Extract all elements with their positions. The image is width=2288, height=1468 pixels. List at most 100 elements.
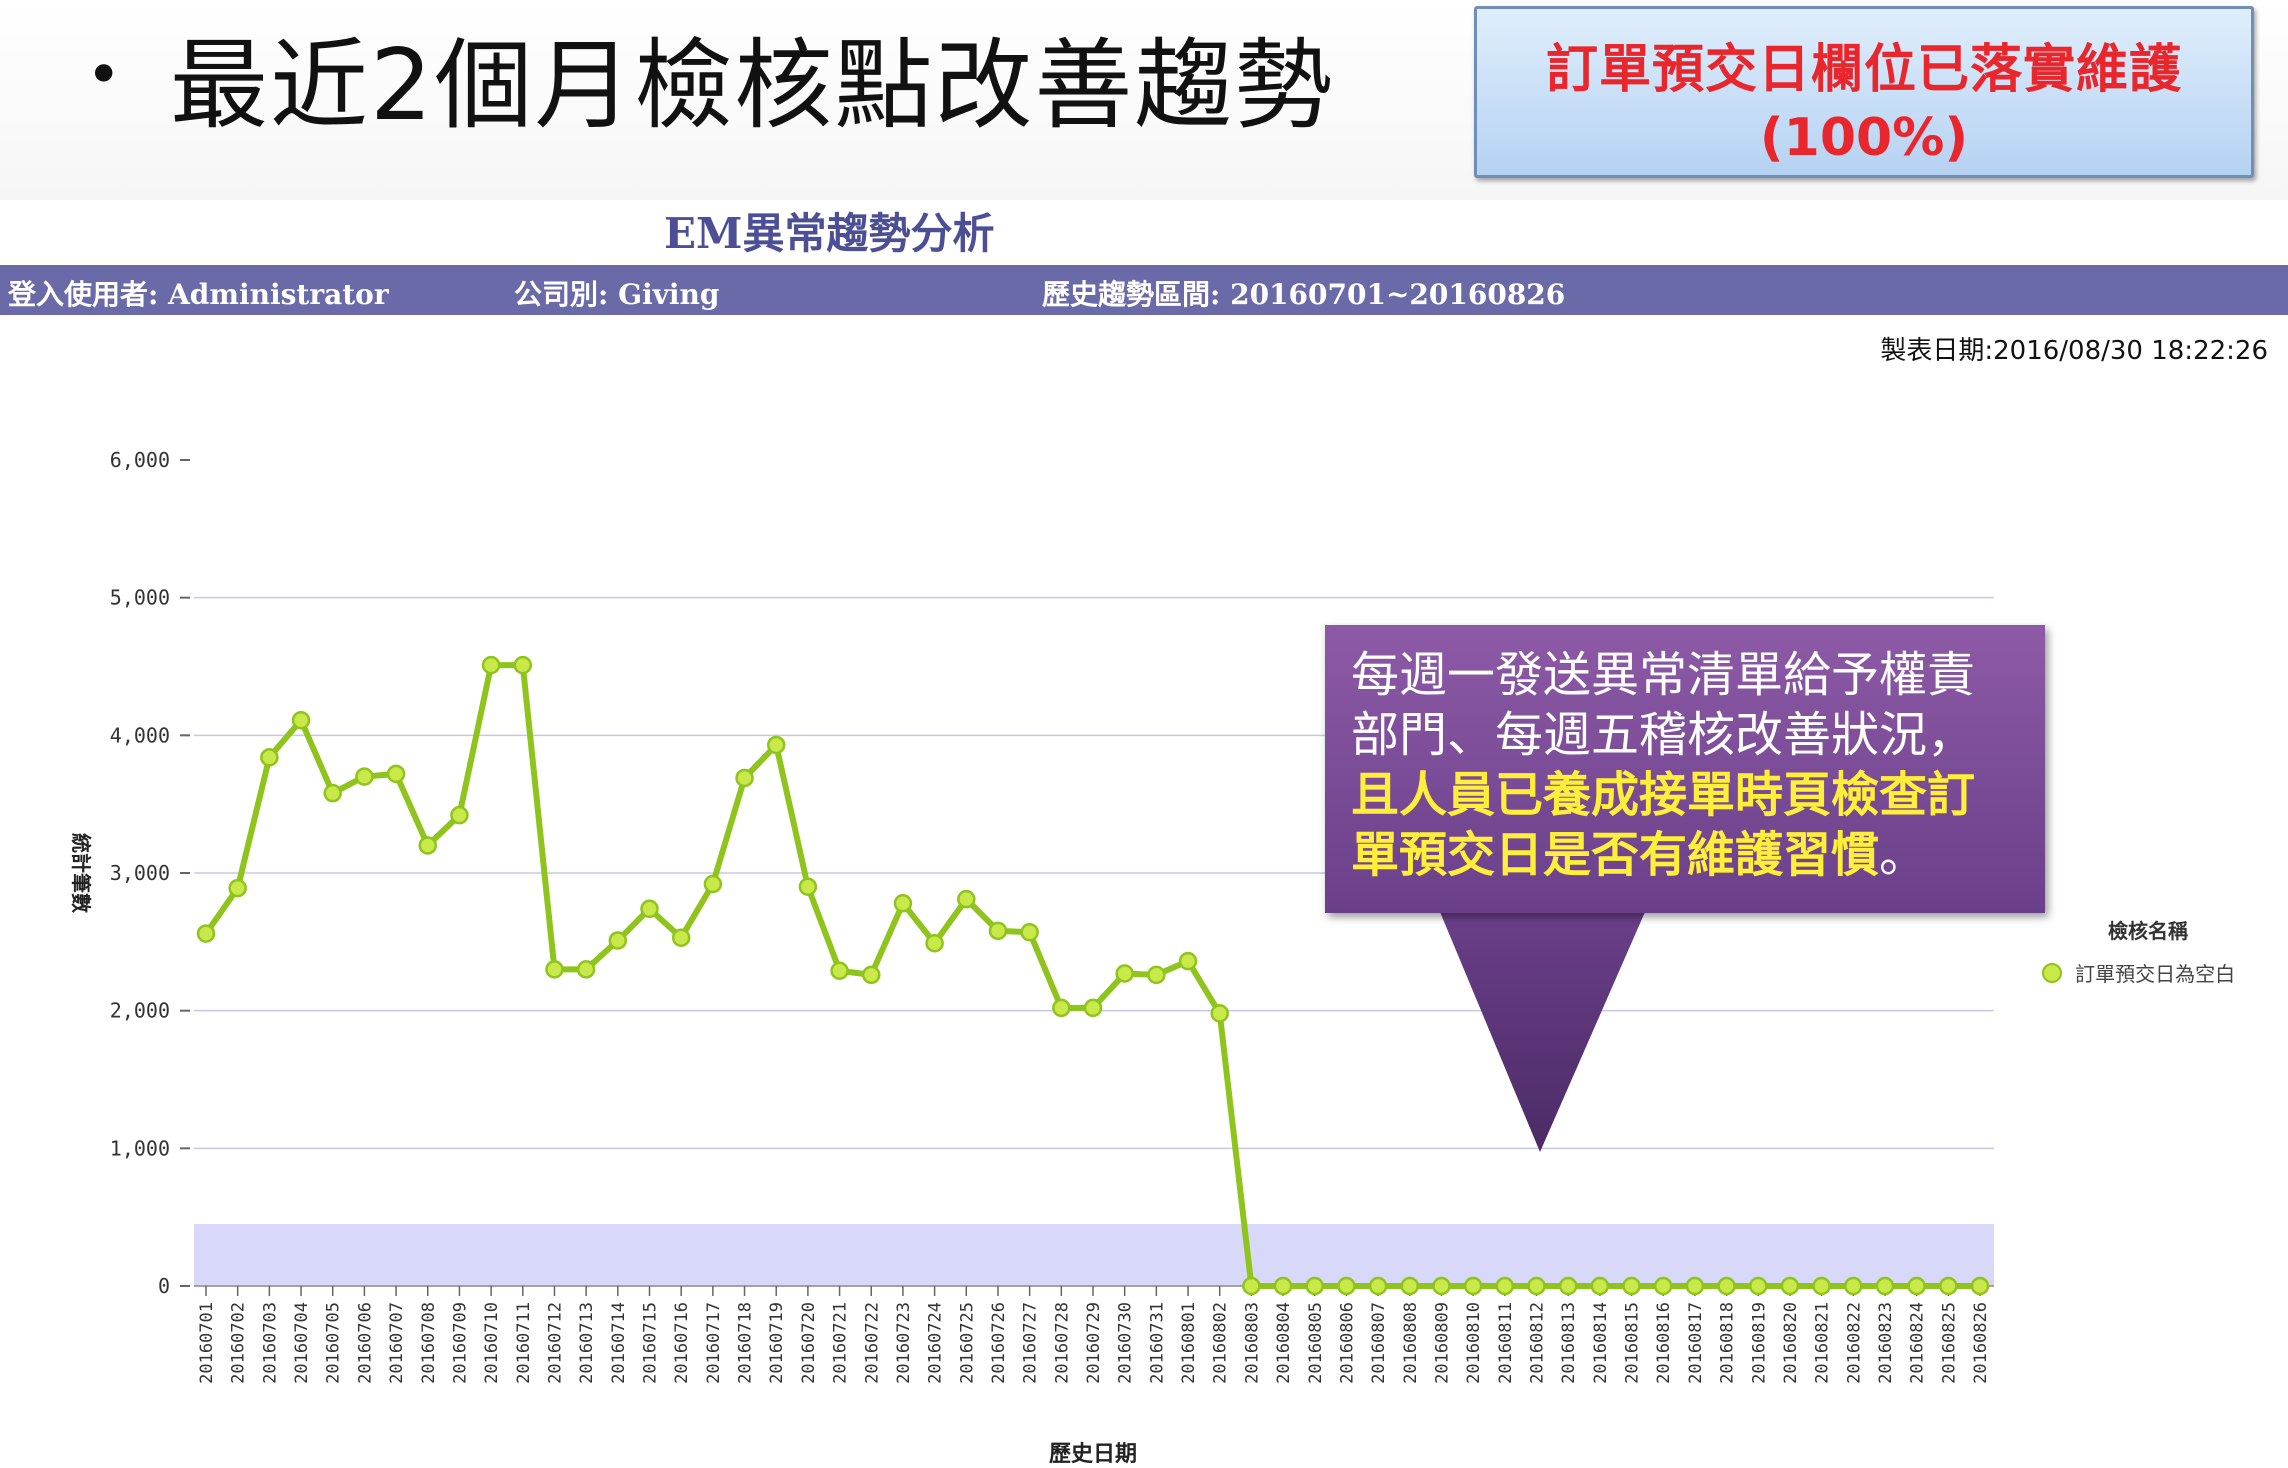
data-point (1463, 1276, 1483, 1296)
data-point (1622, 1276, 1641, 1296)
data-point (640, 899, 659, 919)
x-tick-label: 20160817 (1686, 1302, 1706, 1384)
data-point (260, 748, 279, 767)
x-tick-label: 20160816 (1654, 1302, 1674, 1384)
data-point (1368, 1276, 1388, 1296)
x-tick-label: 20160709 (450, 1302, 470, 1384)
x-tick-label: 20160712 (545, 1302, 565, 1384)
y-tick-label: 1,000 (110, 1136, 170, 1160)
x-tick-label: 20160822 (1844, 1302, 1864, 1384)
data-point (1052, 998, 1071, 1018)
x-tick-label: 20160814 (1591, 1302, 1611, 1384)
data-point (1242, 1276, 1261, 1296)
annotation-highlight: 單預交日是否有維護習慣 (1351, 827, 1880, 883)
data-point (862, 965, 881, 985)
data-point (1780, 1276, 1800, 1296)
y-tick-label: 6,000 (110, 448, 170, 472)
y-tick-label: 5,000 (110, 586, 170, 610)
data-point (1558, 1276, 1578, 1296)
x-tick-label: 20160714 (609, 1302, 629, 1384)
trend-chart: 0 1,000 2,000 3,000 4,000 5,000 6,000 20160701 2… (69, 448, 1994, 1467)
data-point (1812, 1276, 1831, 1296)
slide-title: 最近2個月檢核點改善趨勢 (170, 29, 1335, 143)
history-range: 歷史趨勢區間: 20160701~20160826 (1042, 278, 1566, 311)
x-tick-label: 20160710 (482, 1302, 502, 1384)
data-point (545, 960, 564, 979)
x-tick-label: 20160801 (1179, 1302, 1199, 1384)
x-tick-label: 20160720 (799, 1302, 819, 1384)
data-point (450, 805, 469, 825)
x-tick-label: 20160810 (1464, 1302, 1484, 1384)
data-point (1495, 1276, 1515, 1296)
x-tick-label: 20160722 (862, 1302, 882, 1384)
data-point (1432, 1276, 1451, 1296)
x-tick-label: 20160707 (387, 1302, 407, 1384)
x-tick-label: 20160802 (1211, 1302, 1231, 1384)
x-tick-label: 20160715 (641, 1302, 661, 1384)
data-point (798, 877, 818, 897)
y-tick-label: 2,000 (110, 999, 170, 1023)
data-point (1273, 1276, 1293, 1296)
status-callout-text: 訂單預交日欄位已落實維護 (1545, 40, 2182, 100)
y-axis-title: 統計筆數 (69, 833, 93, 913)
y-tick-label: 4,000 (110, 723, 170, 747)
data-point (1653, 1276, 1673, 1296)
x-tick-label: 20160716 (672, 1302, 692, 1384)
x-tick-label: 20160702 (229, 1302, 249, 1384)
bullet: • (86, 40, 122, 110)
data-point (228, 878, 247, 898)
data-point (1844, 1276, 1863, 1296)
data-point (1115, 964, 1134, 983)
status-callout-percent: (100%) (1759, 108, 1969, 168)
data-point (1147, 965, 1166, 985)
legend-label: 訂單預交日為空白 (2075, 962, 2236, 986)
y-tick-label: 0 (158, 1274, 170, 1298)
annotation-highlight: 且人員已養成接單時頁檢查訂 (1351, 767, 1976, 823)
data-point (1875, 1276, 1895, 1296)
data-point (355, 767, 374, 786)
x-tick-label: 20160703 (260, 1302, 280, 1384)
data-point (481, 655, 501, 675)
x-tick-label: 20160807 (1369, 1302, 1389, 1384)
x-tick-label: 20160823 (1876, 1302, 1896, 1384)
x-tick-label: 20160809 (1432, 1302, 1452, 1384)
annotation-line: 部門、每週五稽核改善狀況， (1351, 707, 1976, 763)
x-tick-label: 20160719 (767, 1302, 787, 1384)
x-tick-label: 20160701 (197, 1302, 217, 1384)
x-tick-label: 20160708 (419, 1302, 439, 1384)
x-tick-label: 20160806 (1337, 1302, 1357, 1384)
x-tick-label: 20160726 (989, 1302, 1009, 1384)
x-tick-label: 20160704 (292, 1302, 312, 1384)
x-axis-title: 歷史日期 (1049, 1442, 1137, 1467)
slide-header: • 最近2個月檢核點改善趨勢 訂單預交日欄位已落實維護 (100%) (0, 0, 2288, 200)
x-tick-label: 20160723 (894, 1302, 914, 1384)
data-point (1305, 1276, 1324, 1296)
annotation-line: 每週一發送異常清單給予權責 (1351, 647, 1976, 703)
data-point (1178, 951, 1198, 971)
x-tick-label: 20160705 (324, 1302, 344, 1384)
x-tick-label: 20160711 (514, 1302, 534, 1384)
annotation-period: 。 (1879, 827, 1928, 883)
data-point (671, 928, 691, 947)
data-point (1970, 1276, 1990, 1296)
chart-band (194, 1224, 1994, 1286)
x-tick-label: 20160727 (1021, 1302, 1041, 1384)
annotation-pointer (1440, 912, 1645, 1152)
legend-marker (2042, 962, 2062, 983)
legend-item: 訂單預交日為空白 (2042, 958, 2235, 987)
data-point (291, 710, 311, 730)
data-point (1337, 1276, 1356, 1296)
data-point (513, 655, 533, 675)
x-tick-label: 20160728 (1052, 1302, 1072, 1384)
annotation-box: 每週一發送異常清單給予權責 部門、每週五稽核改善狀況， 且人員已養成接單時頁檢查… (1325, 625, 2045, 913)
x-tick-label: 20160826 (1971, 1302, 1991, 1384)
x-tick-label: 20160820 (1781, 1302, 1801, 1384)
x-tick-label: 20160804 (1274, 1302, 1294, 1384)
data-point (1083, 998, 1103, 1018)
data-point (386, 764, 406, 784)
x-tick-label: 20160729 (1084, 1302, 1104, 1384)
x-tick-label: 20160717 (704, 1302, 724, 1384)
data-point (1749, 1276, 1768, 1296)
data-point (1685, 1276, 1705, 1296)
data-point (418, 836, 437, 855)
